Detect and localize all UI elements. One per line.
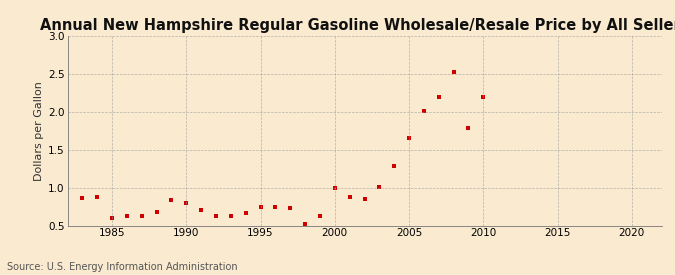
Text: Source: U.S. Energy Information Administration: Source: U.S. Energy Information Administ… <box>7 262 238 272</box>
Y-axis label: Dollars per Gallon: Dollars per Gallon <box>34 81 44 181</box>
Title: Annual New Hampshire Regular Gasoline Wholesale/Resale Price by All Sellers: Annual New Hampshire Regular Gasoline Wh… <box>40 18 675 33</box>
